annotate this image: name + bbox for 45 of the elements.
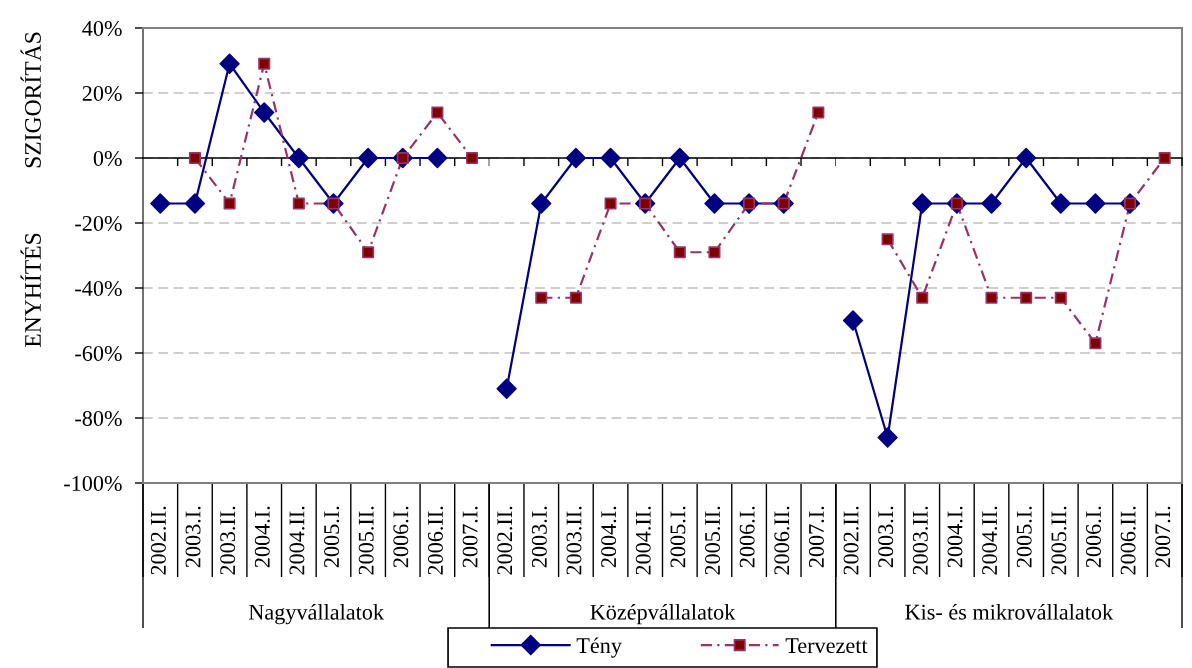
x-tick-label: 2004.II. [635, 506, 651, 575]
x-tick-label: 2004.I. [601, 506, 617, 568]
x-tick-label: 2003.II. [912, 506, 928, 575]
x-tick-label: 2006.I. [1085, 506, 1102, 568]
x-tick-label: 2007.I. [462, 506, 478, 568]
x-tick-label: 2004.II. [289, 506, 305, 575]
x-tick-label: 2003.I. [878, 506, 894, 568]
x-tick-label: 2003.I. [531, 506, 547, 568]
y-tick-label: -80% [75, 410, 122, 426]
x-axis-title: Nagyvállalatok [248, 604, 385, 625]
x-tick-label: 2005.I. [1016, 506, 1032, 568]
y-tick-label: -40% [75, 280, 122, 296]
x-tick-label: 2003.II. [220, 506, 236, 575]
x-tick-label: 2004.I. [947, 506, 963, 568]
x-tick-label: 2004.II. [982, 506, 998, 575]
x-tick-label: 2006.II. [427, 506, 444, 575]
y-tick-label: 40% [82, 20, 122, 36]
x-tick-label: 2002.II. [843, 506, 859, 575]
legend-label: Tény [576, 637, 622, 658]
x-tick-label: 2002.II. [497, 506, 513, 575]
y-tick-label: -20% [75, 215, 122, 231]
legend-label: Tervezett [785, 638, 868, 654]
text: SZIGORÍTÁS [20, 32, 41, 168]
x-tick-label: 2005.II. [358, 506, 374, 575]
y-tick-label: 0% [93, 150, 122, 166]
y-tick-label: -100% [64, 475, 122, 491]
x-tick-label: 2004.I. [254, 506, 270, 568]
x-tick-label: 2007.I. [808, 506, 825, 568]
x-axis-title: Kis- és mikrovállalatok [905, 603, 1114, 620]
x-tick-label: 2003.I. [185, 506, 201, 568]
x-tick-label: 2005.I. [670, 506, 686, 568]
x-tick-label: 2007.I. [1155, 506, 1171, 568]
x-tick-label: 2006.I. [739, 506, 755, 568]
y-tick-label: 20% [82, 85, 122, 101]
x-tick-label: 2002.II. [150, 506, 166, 575]
x-tick-label: 2005.II. [705, 506, 721, 575]
x-tick-label: 2005.I. [324, 506, 340, 568]
x-tick-label: 2006.II. [774, 506, 790, 575]
x-tick-label: 2003.II. [566, 506, 582, 575]
x-tick-label: 2006.I. [393, 506, 409, 568]
y-tick-label: -60% [75, 345, 122, 361]
x-tick-label: 2006.II. [1120, 506, 1136, 575]
text: ENYHÍTÉS [20, 233, 41, 348]
x-tick-label: 2005.II. [1051, 506, 1067, 575]
x-axis-title: Középvállalatok [590, 604, 736, 625]
